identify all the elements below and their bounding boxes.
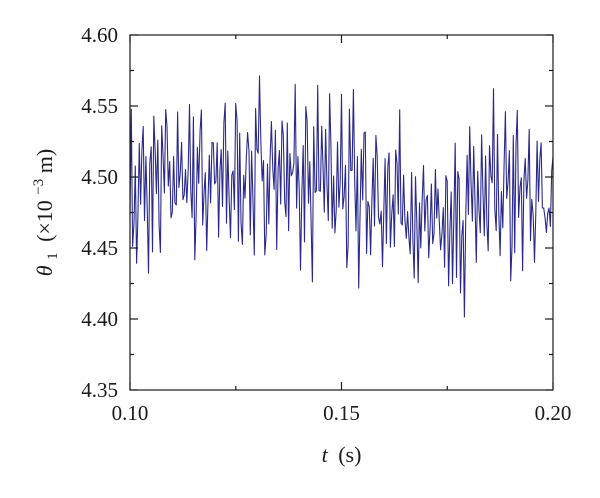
x-axis-label: t (s) [322, 442, 362, 467]
x-tick-label: 0.20 [535, 401, 572, 425]
y-tick-label: 4.55 [81, 94, 118, 118]
y-axis-subscript: 1 [45, 252, 61, 260]
x-tick-label: 0.10 [112, 401, 149, 425]
plot-frame [129, 34, 554, 391]
y-tick-label: 4.50 [81, 165, 118, 189]
y-tick-label: 4.45 [81, 236, 118, 260]
x-axis-variable: t [322, 442, 329, 467]
y-axis-suffix: m) [32, 149, 57, 173]
y-tick-label: 4.60 [81, 23, 118, 47]
plot-area [129, 75, 554, 318]
x-axis-unit: (s) [338, 442, 361, 467]
y-axis-label: θ 1 (×10 −3 m) [23, 149, 62, 276]
x-tick-label: 0.15 [323, 401, 360, 425]
series-line [129, 75, 554, 318]
y-axis-variable: θ [32, 265, 57, 276]
y-axis-prefix: (×10 [32, 200, 57, 242]
axis-ticks [129, 34, 554, 391]
y-tick-label: 4.35 [81, 378, 118, 402]
y-tick-label: 4.40 [81, 307, 118, 331]
tick-labels: 0.10 0.15 0.20 4.35 4.40 4.45 4.50 4.55 4.60 [81, 23, 571, 425]
y-axis-exponent: −3 [31, 179, 47, 195]
